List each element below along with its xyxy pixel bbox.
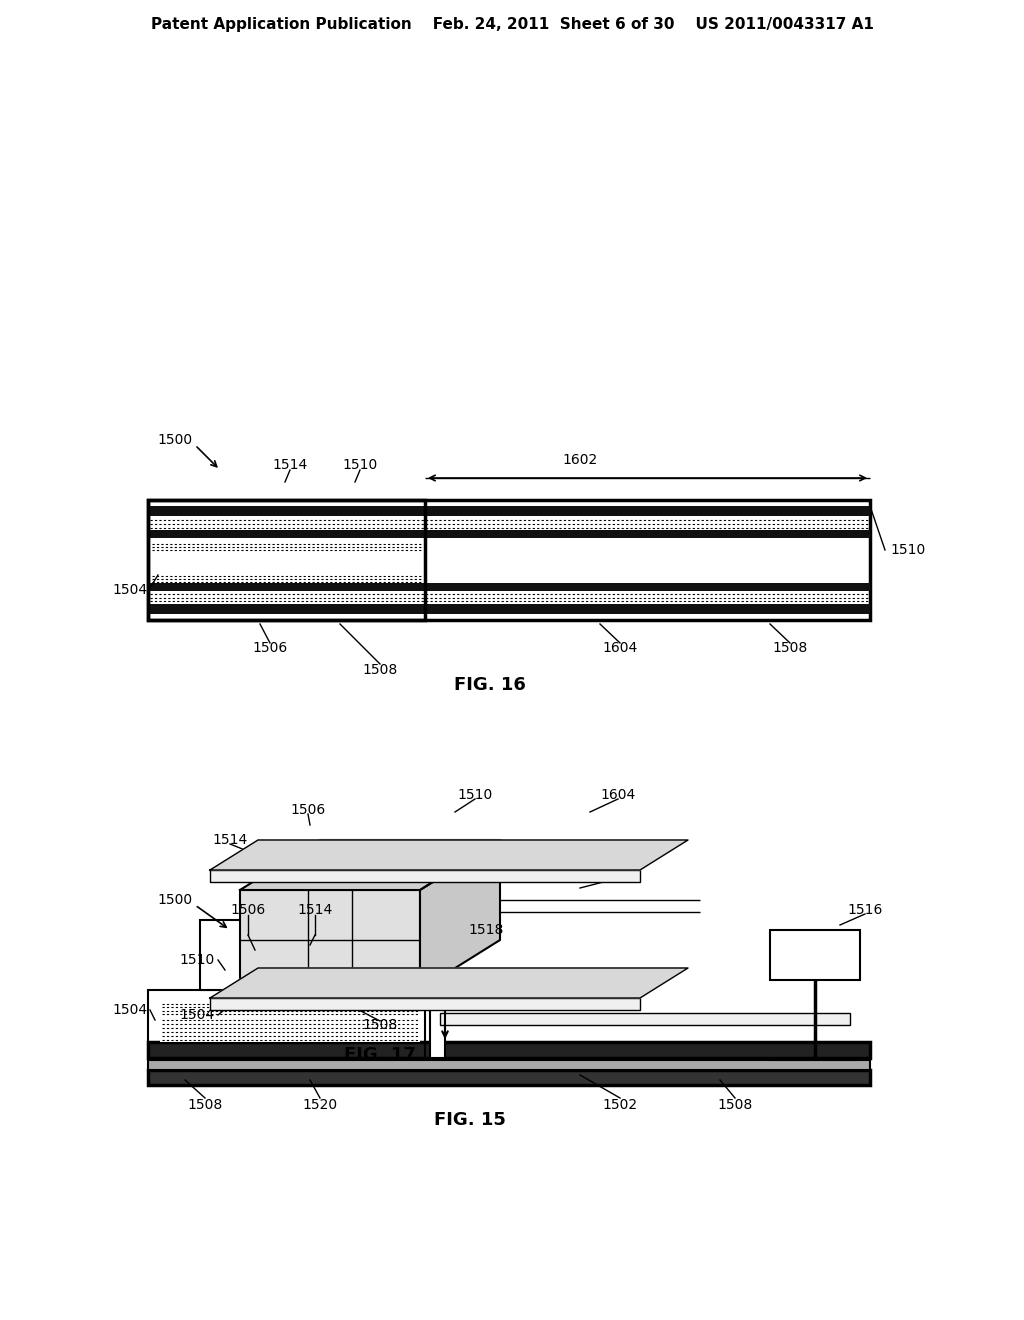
Text: 1502: 1502 <box>602 1098 638 1111</box>
Polygon shape <box>210 840 688 870</box>
Text: 1510: 1510 <box>458 788 493 803</box>
Bar <box>430 900 445 1059</box>
Bar <box>148 583 870 591</box>
Text: 1514: 1514 <box>212 833 248 847</box>
Bar <box>240 890 420 990</box>
Text: 1500: 1500 <box>158 894 193 907</box>
Polygon shape <box>420 840 500 990</box>
Bar <box>210 998 640 1010</box>
Text: 1506: 1506 <box>291 803 326 817</box>
Text: FIG. 16: FIG. 16 <box>454 676 526 694</box>
Bar <box>148 500 870 620</box>
Text: FIG. 15: FIG. 15 <box>434 1111 506 1129</box>
Text: 1518: 1518 <box>468 923 504 937</box>
Bar <box>440 1012 850 1026</box>
Bar <box>280 950 430 990</box>
Text: 1508: 1508 <box>597 869 633 882</box>
Bar <box>148 1071 870 1085</box>
Text: 1506: 1506 <box>252 642 288 655</box>
Text: 1510: 1510 <box>180 953 215 968</box>
Bar <box>148 531 870 539</box>
Bar <box>148 506 870 516</box>
Bar <box>148 605 870 614</box>
Text: 1506: 1506 <box>230 903 265 917</box>
Bar <box>148 990 425 1059</box>
Text: 1514: 1514 <box>272 458 307 473</box>
Text: 1508: 1508 <box>187 1098 222 1111</box>
Bar <box>770 931 860 979</box>
Bar <box>148 500 425 620</box>
Text: 1516: 1516 <box>847 903 883 917</box>
Polygon shape <box>210 968 688 998</box>
Text: FIG. 17: FIG. 17 <box>344 1045 416 1064</box>
Text: 1504: 1504 <box>113 583 148 597</box>
Text: Patent Application Publication    Feb. 24, 2011  Sheet 6 of 30    US 2011/004331: Patent Application Publication Feb. 24, … <box>151 17 873 33</box>
Bar <box>160 1018 420 1041</box>
Bar <box>210 870 640 882</box>
Bar <box>148 1060 870 1071</box>
Text: 1508: 1508 <box>362 663 397 677</box>
Text: 1504: 1504 <box>180 1008 215 1022</box>
Text: 1604: 1604 <box>600 788 636 803</box>
Text: 1508: 1508 <box>718 1098 753 1111</box>
Bar <box>148 1041 870 1059</box>
Text: 1520: 1520 <box>302 1098 338 1111</box>
Text: 1510: 1510 <box>342 458 378 473</box>
Text: 1514: 1514 <box>297 903 333 917</box>
Text: 1510: 1510 <box>890 543 926 557</box>
Polygon shape <box>240 840 500 890</box>
Text: 1500: 1500 <box>158 433 193 447</box>
Bar <box>160 1002 420 1016</box>
Bar <box>200 920 350 990</box>
Text: 1602: 1602 <box>562 453 598 467</box>
Text: 1508: 1508 <box>772 642 808 655</box>
Text: 1604: 1604 <box>602 642 638 655</box>
Text: 1504: 1504 <box>113 1003 148 1016</box>
Text: 1508: 1508 <box>362 1018 397 1032</box>
